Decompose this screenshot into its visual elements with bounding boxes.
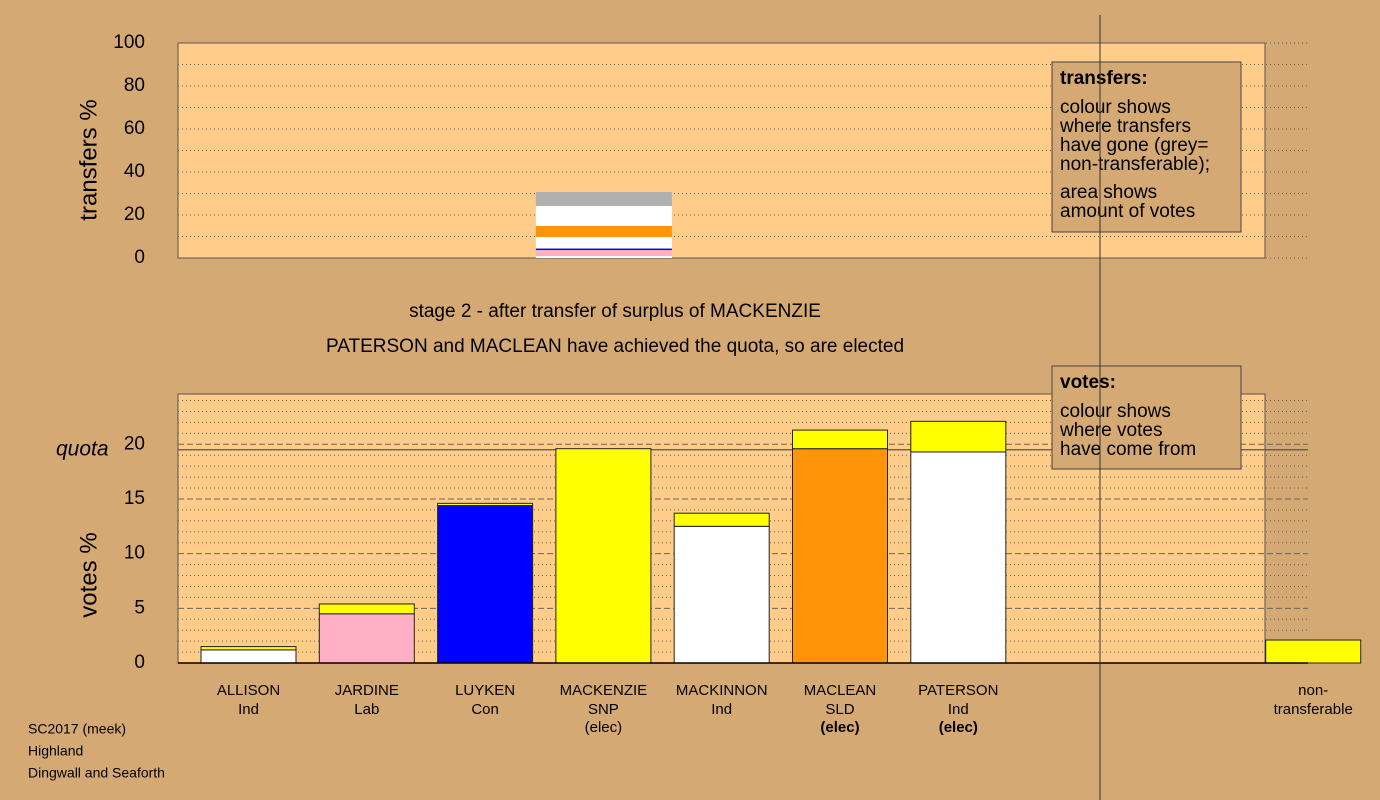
bar-segment [555,448,652,664]
bar-segment [535,256,672,258]
y-tick-label: 40 [124,161,145,182]
bar-segment [535,205,672,226]
note-box [1051,365,1242,470]
note-text: where transfers [1059,116,1191,137]
quota-label: quota [56,437,109,460]
x-tick-label: ALLISON [217,682,280,699]
x-tick-label: MACKENZIE [560,682,648,699]
x-tick-label: transferable [1274,701,1353,718]
note-title: votes: [1060,372,1116,393]
note-text: colour shows [1060,401,1171,422]
note-text: colour shows [1060,97,1171,118]
x-tick-note: (elec) [939,719,978,736]
x-tick-label: Lab [354,701,379,718]
x-tick-label: Con [471,701,499,718]
stage-text: PATERSON and MACLEAN have achieved the q… [326,336,904,357]
bar-segment [910,451,1007,664]
bar-segment [792,448,888,664]
footer-text: Dingwall and Seaforth [28,765,165,781]
note-title: transfers: [1060,68,1148,89]
note-text: where votes [1059,420,1162,441]
bar-segment [437,505,534,664]
bar-segment [437,502,534,507]
bar-segment [200,646,297,651]
x-tick-label: JARDINE [335,682,399,699]
x-tick-label: PATERSON [918,682,998,699]
y-axis-label: transfers % [75,99,102,220]
x-tick-label: SLD [825,701,854,718]
x-tick-label: non- [1298,682,1328,699]
x-tick-label: SNP [588,701,619,718]
x-tick-label: Ind [711,701,732,718]
note-text: area shows [1060,182,1157,203]
bar-segment [535,250,672,257]
x-tick-label: LUYKEN [455,682,515,699]
bar-segment [910,420,1007,453]
note-box [1051,61,1242,233]
bar-segment [535,225,672,237]
note-text: have come from [1060,439,1196,460]
bar-segment [318,613,415,664]
y-tick-label: 20 [124,433,145,454]
y-tick-label: 20 [124,204,145,225]
y-tick-label: 10 [124,543,145,564]
y-tick-label: 60 [124,118,145,139]
footer-text: Highland [28,743,83,759]
bar-segment [673,512,770,527]
x-tick-label: MACKINNON [676,682,768,699]
footer-text: SC2017 (meek) [28,721,126,737]
x-tick-label: Ind [948,701,969,718]
y-tick-label: 80 [124,75,145,96]
bar-segment [535,191,672,206]
bar-segment [200,649,297,664]
y-tick-label: 5 [134,597,145,618]
y-tick-label: 0 [134,652,145,673]
x-tick-note: (elec) [585,719,623,736]
bar-segment [1265,639,1362,664]
note-text: have gone (grey= [1060,135,1208,156]
y-tick-label: 15 [124,488,145,509]
bar-segment [792,429,888,450]
bar-segment [535,248,672,251]
x-tick-label: Ind [238,701,259,718]
note-text: non-transferable); [1060,154,1210,175]
bar-segment [318,603,415,615]
x-tick-label: MACLEAN [804,682,877,699]
bar-segment [673,525,770,664]
y-tick-label: 0 [134,247,145,268]
stage-text: stage 2 - after transfer of surplus of M… [409,301,821,322]
bar-segment [535,236,672,249]
y-axis-label: votes % [75,532,102,617]
note-text: amount of votes [1060,201,1195,222]
y-tick-label: 100 [113,32,145,53]
x-tick-note: (elec) [820,719,859,736]
